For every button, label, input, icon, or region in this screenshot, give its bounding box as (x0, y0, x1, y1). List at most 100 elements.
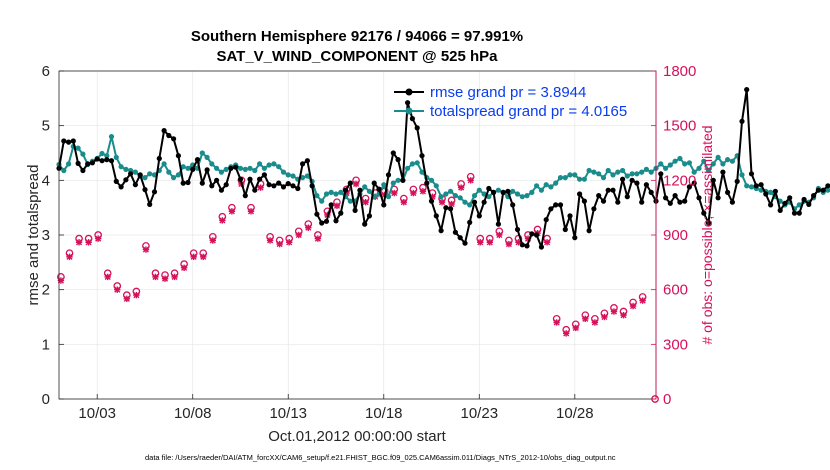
y-right-tick-label: 1200 (663, 172, 696, 189)
rmse-point (462, 240, 468, 246)
totalspread-point (118, 164, 124, 170)
totalspread-point (409, 161, 415, 167)
obs-assimilated-marker (438, 199, 446, 206)
rmse-point (643, 182, 650, 188)
totalspread-point (381, 182, 387, 188)
chart-subtitle: SAT_V_WIND_COMPONENT @ 525 hPa (216, 48, 498, 65)
totalspread-point (452, 193, 458, 199)
legend-rmse-marker (405, 88, 413, 96)
obs-assimilated-marker (572, 324, 579, 332)
rmse-point (295, 185, 301, 192)
totalspread-point (648, 169, 654, 175)
totalspread-point (519, 194, 525, 200)
rmse-point (118, 184, 124, 190)
rmse-point (309, 183, 315, 189)
totalspread-point (667, 162, 673, 168)
obs-assimilated-marker (180, 264, 188, 271)
y-right-tick-label: 1800 (663, 63, 696, 80)
obs-assimilated-marker (209, 237, 216, 244)
rmse-point (199, 180, 205, 186)
rmse-point (362, 221, 368, 227)
totalspread-point (166, 169, 172, 175)
obs-assimilated-marker (629, 302, 637, 310)
totalspread-point (634, 171, 640, 177)
totalspread-point (319, 198, 325, 204)
totalspread-point (514, 191, 521, 197)
totalspread-point (242, 166, 248, 172)
totalspread-point (161, 161, 167, 167)
obs-assimilated-marker (410, 189, 417, 197)
rmse-point (739, 118, 745, 124)
totalspread-point (147, 171, 153, 177)
rmse-point (132, 182, 138, 188)
obs-assimilated-marker (286, 239, 293, 246)
rmse-point (557, 202, 564, 208)
totalspread-point (247, 165, 253, 171)
rmse-point (658, 171, 664, 177)
totalspread-point (395, 177, 401, 183)
rmse-point (228, 165, 234, 171)
obs-assimilated-marker (85, 239, 92, 246)
rmse-point (237, 176, 244, 182)
rmse-point (615, 199, 621, 205)
obs-assimilated-marker (133, 291, 140, 299)
rmse-point (768, 202, 774, 208)
totalspread-point (663, 165, 669, 171)
totalspread-point (672, 158, 678, 164)
rmse-point (319, 220, 325, 226)
totalspread-point (266, 162, 272, 168)
y-right-tick-label: 600 (663, 282, 688, 299)
totalspread-point (696, 165, 702, 171)
rmse-point (333, 218, 339, 224)
rmse-point (553, 202, 559, 208)
y-right-tick-label: 300 (663, 336, 688, 353)
obs-assimilated-marker (190, 253, 197, 261)
totalspread-point (486, 194, 492, 200)
rmse-point (476, 213, 482, 219)
obs-assimilated-marker (161, 275, 169, 282)
rmse-point (639, 199, 645, 205)
rmse-point (825, 183, 830, 189)
totalspread-point (677, 155, 683, 162)
totalspread-point (323, 191, 330, 197)
rmse-point (147, 201, 153, 207)
rmse-point (61, 138, 67, 144)
rmse-point (715, 195, 721, 201)
totalspread-point (624, 173, 630, 179)
obs-assimilated-marker (123, 295, 131, 302)
rmse-point (395, 157, 401, 163)
totalspread-point (99, 150, 105, 157)
totalspread-point (581, 176, 588, 182)
totalspread-point (534, 183, 540, 189)
totalspread-point (104, 153, 110, 159)
totalspread-point (825, 187, 830, 193)
rmse-point (266, 182, 272, 188)
rmse-point (686, 184, 693, 190)
rmse-point (524, 243, 530, 249)
totalspread-point (142, 175, 148, 181)
totalspread-point (725, 157, 731, 163)
rmse-point (677, 199, 683, 205)
totalspread-point (328, 189, 334, 195)
totalspread-point (701, 158, 707, 164)
y-tick-label: 1 (42, 336, 50, 353)
rmse-point (433, 213, 439, 219)
totalspread-point (682, 161, 688, 167)
rmse-point (381, 202, 387, 208)
obs-assimilated-marker (448, 200, 455, 208)
totalspread-point (691, 169, 697, 175)
obs-assimilated-marker (219, 217, 226, 224)
rmse-point (338, 210, 344, 216)
totalspread-point (433, 183, 439, 189)
rmse-point (763, 191, 769, 197)
totalspread-point (705, 167, 712, 174)
rmse-point (443, 205, 449, 211)
rmse-point (682, 198, 688, 204)
rmse-point (328, 202, 334, 208)
rmse-point (495, 221, 501, 227)
y-tick-label: 0 (42, 391, 50, 408)
rmse-point (567, 213, 573, 219)
totalspread-point (686, 160, 693, 166)
rmse-point (548, 206, 554, 212)
totalspread-point (739, 172, 745, 178)
